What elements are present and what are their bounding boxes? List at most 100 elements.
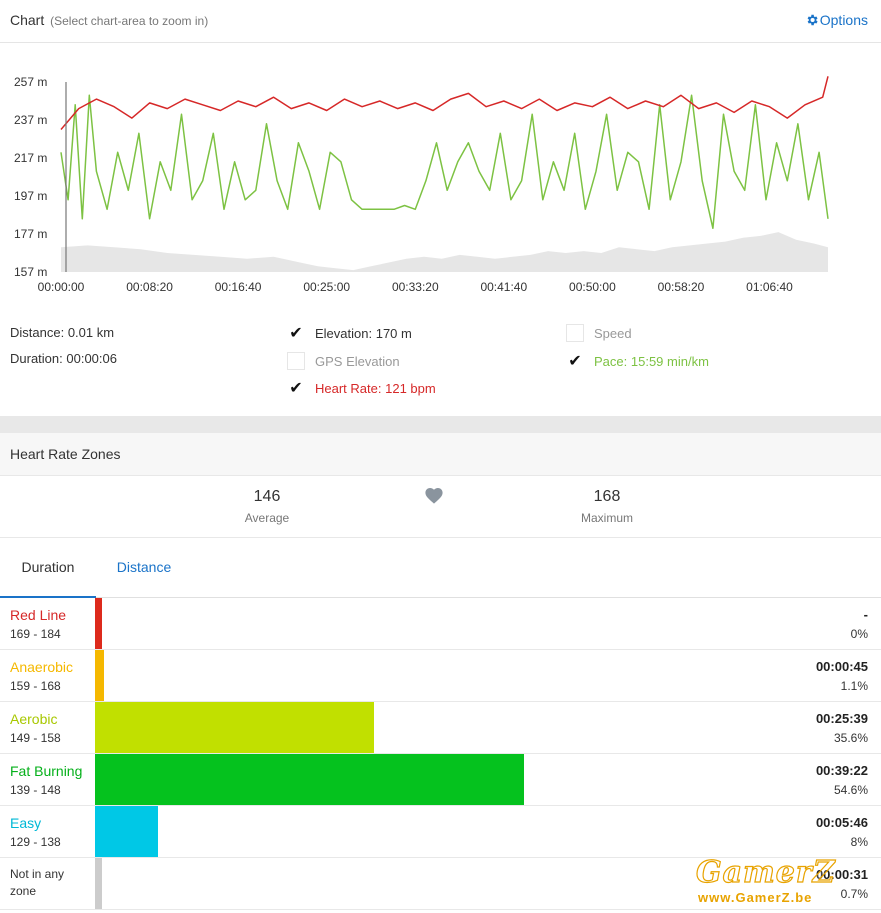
average-value: 146: [253, 488, 281, 505]
zone-bar: [95, 650, 104, 701]
x-tick-label: 00:41:40: [480, 280, 527, 294]
distance-label: Distance:: [10, 325, 65, 340]
elevation-area-layer: [61, 232, 828, 272]
chart-subtitle: (Select chart-area to zoom in): [50, 14, 209, 28]
zone-range: 139 - 148: [10, 783, 61, 797]
zone-range: 169 - 184: [10, 627, 61, 641]
zone-name: Anaerobic: [10, 659, 74, 675]
toggle-elevation[interactable]: ✔ Elevation: 170 m: [287, 324, 412, 342]
x-tick-labels: 00:00:00 00:08:20 00:16:40 00:25:00 00:33:20…: [38, 280, 794, 294]
zone-bar: [95, 754, 524, 805]
section-divider: [0, 416, 881, 433]
hr-zones-header: Heart Rate Zones: [0, 433, 881, 476]
zone-row: Easy 129 - 138 00:05:46 8%: [0, 806, 881, 858]
x-tick-label: 00:58:20: [658, 280, 705, 294]
y-tick-label: 197 m: [14, 189, 47, 203]
zone-bar: [95, 858, 102, 909]
zone-percent: 8%: [850, 835, 868, 849]
heart-rate-checkbox[interactable]: ✔: [287, 379, 305, 397]
toggle-pace[interactable]: ✔ Pace: 15:59 min/km: [566, 352, 709, 370]
zone-percent: 54.6%: [833, 783, 868, 797]
zone-range: 159 - 168: [10, 679, 61, 693]
gps-elevation-checkbox[interactable]: [287, 352, 305, 370]
check-icon: ✔: [289, 378, 303, 397]
zone-row: Red Line 169 - 184 - 0%: [0, 598, 881, 650]
zone-name: Fat Burning: [10, 763, 83, 779]
distance-value: 0.01 km: [67, 325, 115, 340]
average-label: Average: [244, 511, 290, 525]
speed-checkbox[interactable]: [566, 324, 584, 342]
pace-toggle-label: Pace:: [594, 353, 628, 369]
zone-name: Red Line: [10, 607, 67, 623]
zone-tabs: Duration Distance: [0, 538, 881, 598]
distance-stat: Distance: 0.01 km: [10, 325, 114, 340]
zone-range: 149 - 158: [10, 731, 61, 745]
speed-toggle-label: Speed: [594, 325, 632, 341]
maximum-label: Maximum: [580, 511, 633, 525]
elevation-checkbox[interactable]: ✔: [287, 324, 305, 342]
duration-label: Duration:: [10, 351, 63, 366]
tab-distance[interactable]: Distance: [116, 559, 172, 575]
maximum-value: 168: [593, 488, 621, 505]
heart-rate-toggle-label: Heart Rate:: [315, 380, 382, 396]
duration-stat: Duration: 00:00:06: [10, 351, 117, 366]
zone-name: Easy: [10, 815, 42, 831]
x-tick-label: 00:16:40: [215, 280, 262, 294]
zone-row: Anaerobic 159 - 168 00:00:45 1.1%: [0, 650, 881, 702]
heart-rate-zones-card: Heart Rate Zones 146 Average 168 Maximum…: [0, 433, 881, 913]
zone-time: 00:05:46: [815, 815, 868, 830]
heart-icon: [425, 488, 443, 504]
x-tick-label: 00:33:20: [392, 280, 439, 294]
pace-toggle-value: 15:59 min/km: [630, 353, 709, 369]
hr-summary: 146 Average 168 Maximum: [0, 476, 881, 538]
tab-duration[interactable]: Duration: [0, 538, 96, 598]
toggle-speed[interactable]: Speed: [566, 324, 632, 342]
zone-row: Not in any zone 00:00:31 0.7%: [0, 858, 881, 910]
heart-rate-line: [60, 76, 829, 130]
hr-zones-title: Heart Rate Zones: [10, 446, 121, 462]
heart-rate-toggle-value: 121 bpm: [385, 380, 436, 396]
elevation-toggle-label: Elevation:: [315, 325, 373, 341]
zone-percent: 35.6%: [833, 731, 868, 745]
pace-line-layer: [60, 94, 829, 230]
check-icon: ✔: [568, 351, 582, 370]
chart-title-text: Chart: [10, 12, 45, 28]
duration-value: 00:00:06: [66, 351, 117, 366]
zone-name: Not in any zone: [10, 867, 65, 898]
toggle-heart-rate[interactable]: ✔ Heart Rate: 121 bpm: [287, 379, 436, 397]
x-tick-label: 01:06:40: [746, 280, 793, 294]
zone-time: 00:00:45: [815, 659, 868, 674]
zone-row: Fat Burning 139 - 148 00:39:22 54.6%: [0, 754, 881, 806]
pace-checkbox[interactable]: ✔: [566, 352, 584, 370]
y-tick-labels: 257 m 237 m 217 m 197 m 177 m 157 m: [14, 75, 47, 279]
chart-header: Chart (Select chart-area to zoom in) Opt…: [0, 0, 881, 43]
x-tick-label: 00:00:00: [38, 280, 85, 294]
y-tick-label: 157 m: [14, 265, 47, 279]
zone-percent: 0.7%: [840, 887, 868, 901]
gear-icon: [807, 14, 818, 26]
toggle-gps-elevation[interactable]: GPS Elevation: [287, 352, 400, 370]
options-button[interactable]: Options: [805, 12, 868, 28]
zone-time: -: [863, 607, 868, 622]
zone-time: 00:39:22: [815, 763, 868, 778]
pace-line: [60, 94, 829, 230]
zone-percent: 1.1%: [840, 679, 868, 693]
zone-row: Aerobic 149 - 158 00:25:39 35.6%: [0, 702, 881, 754]
gps-elevation-toggle-label: GPS Elevation: [315, 353, 400, 369]
check-icon: ✔: [289, 323, 303, 342]
zone-bar: [95, 702, 374, 753]
zone-time: 00:25:39: [815, 711, 868, 726]
chart-card: Chart (Select chart-area to zoom in) Opt…: [0, 0, 881, 416]
chart-title: Chart (Select chart-area to zoom in): [10, 12, 208, 28]
x-tick-label: 00:25:00: [303, 280, 350, 294]
elevation-area: [61, 232, 828, 272]
zone-time: 00:00:31: [815, 867, 868, 882]
heart-rate-line-layer: [60, 76, 829, 130]
zone-bar: [95, 806, 158, 857]
zone-bar: [95, 598, 102, 649]
y-tick-label: 257 m: [14, 75, 47, 89]
x-tick-label: 00:08:20: [126, 280, 173, 294]
y-tick-label: 177 m: [14, 227, 47, 241]
x-tick-label: 00:50:00: [569, 280, 616, 294]
